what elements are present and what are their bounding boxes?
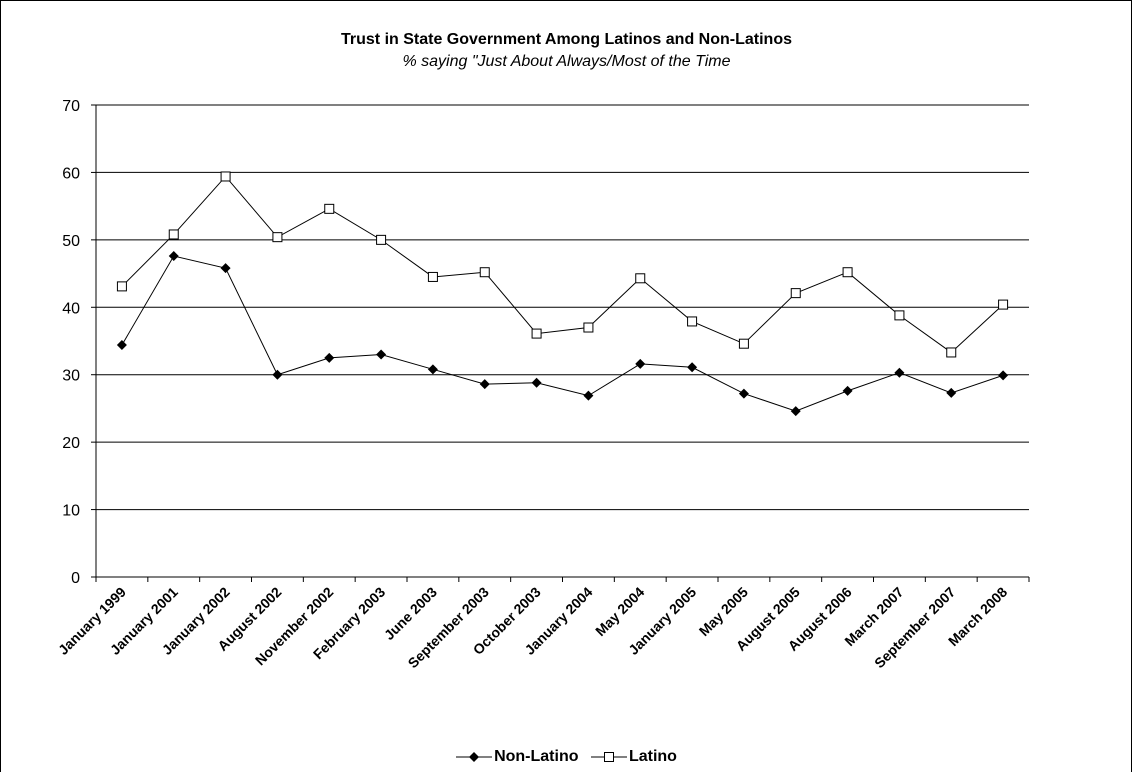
data-point-non-latino	[116, 340, 127, 351]
x-tick-label: May 2004	[592, 584, 647, 639]
data-point-latino	[376, 234, 387, 245]
series-line-latino	[121, 175, 1004, 354]
y-tick-label: 20	[62, 435, 80, 452]
legend: Non-Latino Latino	[0, 748, 1133, 768]
data-point-latino	[583, 322, 594, 333]
data-point-latino	[738, 338, 749, 349]
data-point-latino	[687, 316, 698, 327]
data-point-non-latino	[324, 352, 335, 363]
square-marker-icon	[590, 752, 627, 762]
data-point-non-latino	[479, 379, 490, 390]
data-point-latino	[946, 347, 957, 358]
data-point-non-latino	[168, 251, 179, 262]
series-line-non-latino	[121, 255, 1004, 412]
x-tick-label: May 2005	[696, 584, 751, 639]
data-point-latino	[790, 288, 801, 299]
data-point-latino	[324, 203, 335, 214]
data-point-non-latino	[583, 390, 594, 401]
data-point-latino	[998, 299, 1009, 310]
y-tick-label: 40	[62, 300, 80, 317]
data-point-non-latino	[687, 362, 698, 373]
data-point-latino	[116, 281, 127, 292]
data-point-latino	[272, 232, 283, 243]
data-point-non-latino	[998, 370, 1009, 381]
y-tick-label: 10	[62, 503, 80, 520]
data-point-non-latino	[635, 358, 646, 369]
data-point-non-latino	[531, 377, 542, 388]
data-point-latino	[842, 267, 853, 278]
data-point-non-latino	[894, 367, 905, 378]
y-tick-label: 30	[62, 368, 80, 385]
data-point-non-latino	[738, 388, 749, 399]
data-point-non-latino	[272, 369, 283, 380]
y-tick-label: 50	[62, 233, 80, 250]
data-point-non-latino	[376, 349, 387, 360]
legend-item-non-latino: Non-Latino	[456, 748, 578, 766]
y-tick-label: 0	[71, 570, 80, 587]
data-point-latino	[427, 271, 438, 282]
data-point-latino	[635, 273, 646, 284]
data-point-latino	[220, 171, 231, 182]
data-point-latino	[168, 229, 179, 240]
y-tick-label: 60	[62, 165, 80, 182]
legend-item-latino: Latino	[590, 748, 677, 766]
diamond-marker-icon	[456, 752, 493, 762]
data-point-latino	[531, 328, 542, 339]
data-point-latino	[894, 310, 905, 321]
legend-label-latino: Latino	[628, 748, 677, 765]
data-point-latino	[479, 267, 490, 278]
data-point-non-latino	[842, 385, 853, 396]
data-point-non-latino	[427, 364, 438, 375]
legend-label-non-latino: Non-Latino	[494, 748, 579, 765]
data-point-non-latino	[946, 387, 957, 398]
data-point-non-latino	[790, 406, 801, 417]
data-point-non-latino	[220, 263, 231, 274]
y-tick-label: 70	[62, 98, 80, 115]
chart-title: Trust in State Government Among Latinos …	[341, 31, 792, 48]
chart-subtitle: % saying "Just About Always/Most of the …	[402, 53, 731, 70]
